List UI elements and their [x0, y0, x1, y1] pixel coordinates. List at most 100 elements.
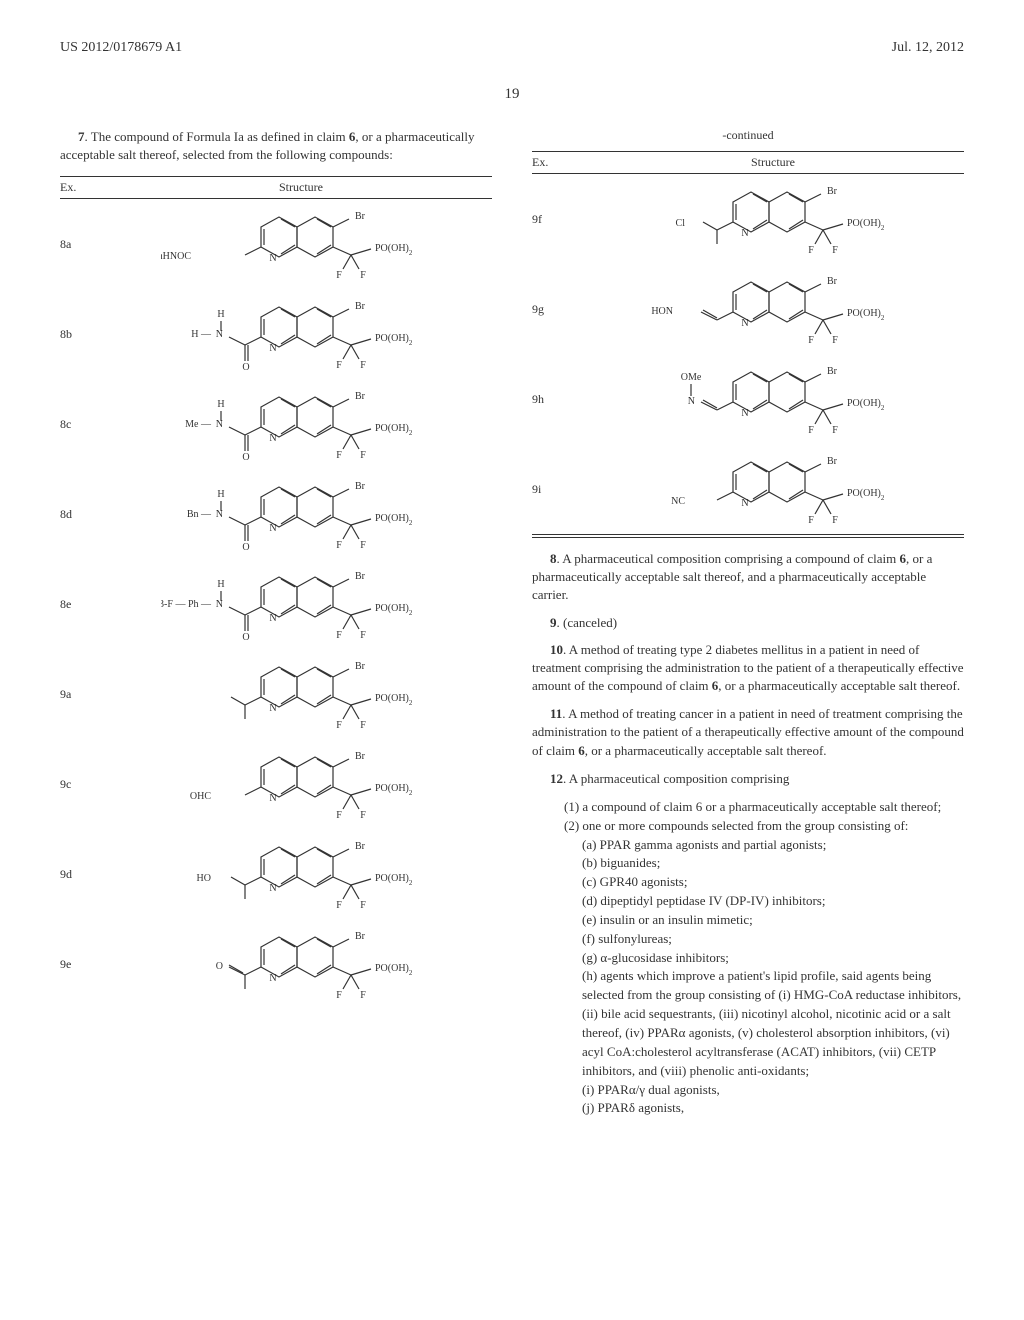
- structure-row: 9c N Br F F PO(OH)2 OHC: [60, 739, 492, 829]
- structure-svg: N Br F F PO(OH)2 OHC: [110, 745, 492, 823]
- svg-text:PO(OH)2: PO(OH)2: [847, 488, 885, 502]
- svg-text:H: H: [217, 489, 224, 500]
- svg-text:F: F: [832, 425, 838, 436]
- svg-text:HO: HO: [197, 873, 211, 884]
- svg-text:F: F: [808, 245, 814, 256]
- svg-text:PO(OH)2: PO(OH)2: [847, 398, 885, 412]
- svg-text:H: H: [217, 399, 224, 410]
- ex-label: 8b: [60, 327, 110, 342]
- svg-text:Br: Br: [355, 571, 366, 582]
- svg-text:H: H: [217, 309, 224, 320]
- svg-text:PO(OH)2: PO(OH)2: [847, 218, 885, 232]
- svg-text:O: O: [242, 452, 249, 463]
- svg-text:NC: NC: [671, 496, 685, 507]
- claim-12-sub-item: (d) dipeptidyl peptidase IV (DP-IV) inhi…: [582, 892, 964, 911]
- left-structure-rows: 8a N Br F F PO(OH)2 PhHNOC 8b: [60, 199, 492, 1009]
- claim-10: 10. A method of treating type 2 diabetes…: [532, 641, 964, 696]
- svg-text:Bn —: Bn —: [187, 509, 212, 520]
- ex-label: 8a: [60, 237, 110, 252]
- svg-text:Br: Br: [827, 186, 838, 197]
- svg-text:PO(OH)2: PO(OH)2: [375, 243, 413, 257]
- svg-text:3-F — Ph —: 3-F — Ph —: [161, 599, 212, 610]
- ex-label: 9a: [60, 687, 110, 702]
- svg-text:Br: Br: [827, 276, 838, 287]
- svg-text:N: N: [216, 329, 223, 340]
- svg-text:F: F: [808, 425, 814, 436]
- svg-text:F: F: [808, 335, 814, 346]
- svg-text:PO(OH)2: PO(OH)2: [847, 308, 885, 322]
- svg-text:PO(OH)2: PO(OH)2: [375, 603, 413, 617]
- svg-text:PO(OH)2: PO(OH)2: [375, 873, 413, 887]
- svg-text:N: N: [216, 419, 223, 430]
- structure-svg: N Br F F PO(OH)2 O N H Bn —: [110, 475, 492, 553]
- svg-text:F: F: [832, 335, 838, 346]
- svg-text:F: F: [360, 360, 366, 371]
- ex-label: 9f: [532, 212, 582, 227]
- svg-text:F: F: [808, 515, 814, 526]
- content-columns: 7. The compound of Formula Ia as defined…: [60, 128, 964, 1118]
- structure-svg: N Br F F PO(OH)2 Cl: [582, 180, 964, 258]
- svg-text:Me —: Me —: [185, 419, 212, 430]
- structure-row: 9f N Br F F PO(OH)2 Cl: [532, 174, 964, 264]
- struct-header: Structure: [582, 155, 964, 170]
- ex-label: 8d: [60, 507, 110, 522]
- svg-text:N: N: [216, 599, 223, 610]
- svg-text:Br: Br: [827, 456, 838, 467]
- ex-label: 9g: [532, 302, 582, 317]
- svg-text:F: F: [832, 245, 838, 256]
- svg-text:N: N: [688, 396, 695, 407]
- svg-text:F: F: [336, 450, 342, 461]
- svg-text:H: H: [217, 579, 224, 590]
- svg-text:PO(OH)2: PO(OH)2: [375, 783, 413, 797]
- structure-svg: N Br F F PO(OH)2 HO: [110, 835, 492, 913]
- svg-text:F: F: [336, 540, 342, 551]
- svg-text:O: O: [242, 362, 249, 373]
- svg-text:Br: Br: [355, 931, 366, 942]
- svg-text:F: F: [336, 810, 342, 821]
- svg-text:N: N: [269, 523, 276, 534]
- svg-text:PhHNOC: PhHNOC: [161, 251, 191, 262]
- svg-text:N: N: [269, 613, 276, 624]
- svg-text:F: F: [336, 720, 342, 731]
- svg-text:F: F: [360, 990, 366, 1001]
- claim-8: 8. A pharmaceutical composition comprisi…: [532, 550, 964, 605]
- svg-text:PO(OH)2: PO(OH)2: [375, 423, 413, 437]
- svg-text:H —: H —: [191, 329, 212, 340]
- svg-text:N: N: [741, 228, 748, 239]
- structure-svg: N Br F F PO(OH)2 NC: [582, 450, 964, 528]
- struct-header: Structure: [110, 180, 492, 195]
- svg-text:F: F: [336, 900, 342, 911]
- ex-label: 9h: [532, 392, 582, 407]
- claim-9: 9. (canceled): [532, 615, 964, 631]
- svg-text:F: F: [336, 360, 342, 371]
- structure-row: 9g N Br F F PO(OH)2 HON: [532, 264, 964, 354]
- structure-row: 9h N Br F F PO(OH)2 N: [532, 354, 964, 444]
- claim-12-sub-item: (i) PPARα/γ dual agonists,: [582, 1081, 964, 1100]
- svg-text:F: F: [360, 450, 366, 461]
- right-structure-rows: 9f N Br F F PO(OH)2 Cl: [532, 174, 964, 534]
- structure-svg: N Br F F PO(OH)2 N OMe: [582, 360, 964, 438]
- ex-header: Ex.: [532, 155, 582, 170]
- claim-12-sub-item: (f) sulfonylureas;: [582, 930, 964, 949]
- claim-12-2: (2) one or more compounds selected from …: [564, 817, 964, 836]
- svg-text:N: N: [269, 253, 276, 264]
- structure-svg: N Br F F PO(OH)2: [110, 655, 492, 733]
- page-header: US 2012/0178679 A1 Jul. 12, 2012: [60, 40, 964, 56]
- claim-12-sub-item: (a) PPAR gamma agonists and partial agon…: [582, 836, 964, 855]
- structure-svg: N Br F F PO(OH)2 HON: [582, 270, 964, 348]
- svg-text:PO(OH)2: PO(OH)2: [375, 513, 413, 527]
- structure-row: 9i N Br F F PO(OH)2 NC: [532, 444, 964, 534]
- svg-text:F: F: [336, 630, 342, 641]
- claim-12-sub-item: (e) insulin or an insulin mimetic;: [582, 911, 964, 930]
- structure-row: 8c N Br F F PO(OH)2 O: [60, 379, 492, 469]
- svg-text:PO(OH)2: PO(OH)2: [375, 963, 413, 977]
- table-header-right: Ex. Structure: [532, 151, 964, 174]
- svg-text:N: N: [216, 509, 223, 520]
- structure-row: 8a N Br F F PO(OH)2 PhHNOC: [60, 199, 492, 289]
- claim-12-items: (a) PPAR gamma agonists and partial agon…: [532, 836, 964, 1119]
- ex-label: 8c: [60, 417, 110, 432]
- structure-svg: N Br F F PO(OH)2 O N H Me —: [110, 385, 492, 463]
- svg-text:F: F: [336, 990, 342, 1001]
- svg-text:O: O: [242, 542, 249, 553]
- left-column: 7. The compound of Formula Ia as defined…: [60, 128, 492, 1118]
